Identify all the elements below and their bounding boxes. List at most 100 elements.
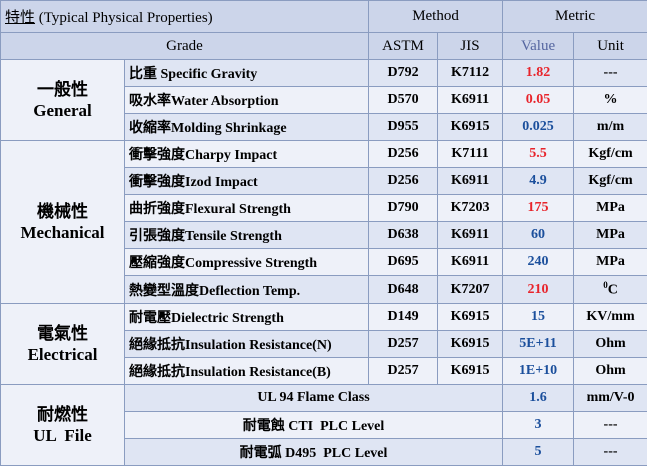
property-name: 耐電壓Dielectric Strength [123, 302, 370, 331]
ul-property-name: 耐電蝕 CTI PLC Level [123, 410, 504, 439]
value-cell: 5 [502, 437, 575, 466]
property-name: 衝擊強度Izod Impact [123, 167, 370, 196]
title-cn: 特性 [5, 10, 36, 27]
category-mechanical: 機械性 Mechanical [0, 140, 125, 304]
category-en: General [33, 101, 92, 121]
value-cell: 15 [502, 302, 575, 331]
value-cell: 1.6 [502, 383, 575, 412]
degree-superscript: 0 [603, 280, 608, 291]
astm-cell: D256 [368, 167, 439, 196]
unit-cell: MPa [573, 194, 647, 223]
jis-cell: K6915 [437, 329, 504, 358]
unit-cell: % [573, 86, 647, 115]
jis-cell: K6915 [437, 302, 504, 331]
metric-header: Metric [502, 0, 647, 34]
jis-cell: K6911 [437, 248, 504, 277]
unit-cell: Kgf/cm [573, 140, 647, 169]
table-row: 耐電蝕 CTI PLC Level 3 --- [1, 410, 647, 439]
astm-cell: D792 [368, 59, 439, 88]
jis-cell: K6911 [437, 167, 504, 196]
property-name: 絕緣抵抗Insulation Resistance(B) [123, 356, 370, 385]
unit-header: Unit [573, 32, 647, 61]
astm-cell: D257 [368, 356, 439, 385]
jis-cell: K7207 [437, 275, 504, 304]
astm-cell: D648 [368, 275, 439, 304]
table-row: 機械性 Mechanical 衝擊強度Charpy Impact D256 K71… [0, 140, 647, 304]
category-electrical: 電氣性 Electrical [0, 302, 125, 385]
astm-cell: D257 [368, 329, 439, 358]
property-name: 吸水率Water Absorption [123, 86, 370, 115]
property-name: 收縮率Molding Shrinkage [123, 113, 370, 142]
header-row-1: 特性 (Typical Physical Properties) Method … [0, 0, 647, 34]
unit-cell: Kgf/cm [573, 167, 647, 196]
unit-cell: MPa [573, 221, 647, 250]
category-ul-file: 耐燃性 UL File [0, 383, 125, 466]
category-cn: 機械性 [37, 201, 88, 221]
table-row: 絕緣抵抗Insulation Resistance(N) D257 K6915 … [1, 329, 647, 358]
astm-cell: D695 [368, 248, 439, 277]
title-en: (Typical Physical Properties) [35, 10, 213, 27]
table-row: 絕緣抵抗Insulation Resistance(B) D257 K6915 … [1, 356, 647, 385]
value-cell: 5E+11 [502, 329, 575, 358]
astm-cell: D790 [368, 194, 439, 223]
astm-cell: D638 [368, 221, 439, 250]
ul-property-name: 耐電弧 D495 PLC Level [123, 437, 504, 466]
property-name: 絕緣抵抗Insulation Resistance(N) [123, 329, 370, 358]
astm-cell: D570 [368, 86, 439, 115]
property-name: 衝擊強度Charpy Impact [123, 140, 370, 169]
category-general: 一般性 General [0, 59, 125, 142]
jis-cell: K7112 [437, 59, 504, 88]
table-row: 收縮率Molding Shrinkage D955 K6915 0.025 m/… [1, 113, 647, 142]
category-cn: 耐燃性 [37, 404, 88, 424]
jis-cell: K6911 [437, 86, 504, 115]
unit-cell: m/m [573, 113, 647, 142]
table-row: 電氣性 Electrical 耐電壓Dielectric Strength D14… [0, 302, 647, 385]
unit-cell: mm/V-0 [573, 383, 647, 412]
property-name: 引張強度Tensile Strength [123, 221, 370, 250]
table-row: 吸水率Water Absorption D570 K6911 0.05 % [1, 86, 647, 115]
category-en: UL File [33, 425, 92, 445]
value-cell: 1E+10 [502, 356, 575, 385]
value-cell: 60 [502, 221, 575, 250]
property-name: 曲折強度Flexural Strength [123, 194, 370, 223]
value-cell: 0.025 [502, 113, 575, 142]
unit-cell: 0C [573, 275, 647, 304]
table-row: 熱變型溫度Deflection Temp. D648 K7207 210 0C [1, 275, 647, 304]
method-header: Method [368, 0, 504, 34]
unit-cell: Ohm [573, 329, 647, 358]
value-cell: 1.82 [502, 59, 575, 88]
unit-cell: KV/mm [573, 302, 647, 331]
jis-header: JIS [437, 32, 504, 61]
jis-cell: K6915 [437, 356, 504, 385]
table-row: 曲折強度Flexural Strength D790 K7203 175 MPa [1, 194, 647, 223]
astm-cell: D955 [368, 113, 439, 142]
unit-cell: --- [573, 410, 647, 439]
astm-header: ASTM [368, 32, 439, 61]
table-row: 壓縮強度Compressive Strength D695 K6911 240 … [1, 248, 647, 277]
astm-cell: D256 [368, 140, 439, 169]
unit-cell: Ohm [573, 356, 647, 385]
value-cell: 4.9 [502, 167, 575, 196]
category-cn: 電氣性 [37, 323, 88, 343]
value-cell: 240 [502, 248, 575, 277]
table-row: 引張強度Tensile Strength D638 K6911 60 MPa [1, 221, 647, 250]
jis-cell: K7111 [437, 140, 504, 169]
unit-text: C [607, 282, 618, 298]
category-en: Electrical [27, 344, 98, 364]
value-cell: 210 [502, 275, 575, 304]
astm-cell: D149 [368, 302, 439, 331]
jis-cell: K6911 [437, 221, 504, 250]
category-cn: 一般性 [37, 80, 88, 100]
jis-cell: K7203 [437, 194, 504, 223]
unit-cell: --- [573, 59, 647, 88]
value-cell: 3 [502, 410, 575, 439]
header-row-2: Grade ASTM JIS Value Unit [0, 32, 647, 61]
value-cell: 0.05 [502, 86, 575, 115]
ul-property-name: UL 94 Flame Class [123, 383, 504, 412]
value-header: Value [502, 32, 575, 61]
property-name: 壓縮強度Compressive Strength [123, 248, 370, 277]
unit-cell: MPa [573, 248, 647, 277]
jis-cell: K6915 [437, 113, 504, 142]
grade-header: Grade [0, 32, 370, 61]
